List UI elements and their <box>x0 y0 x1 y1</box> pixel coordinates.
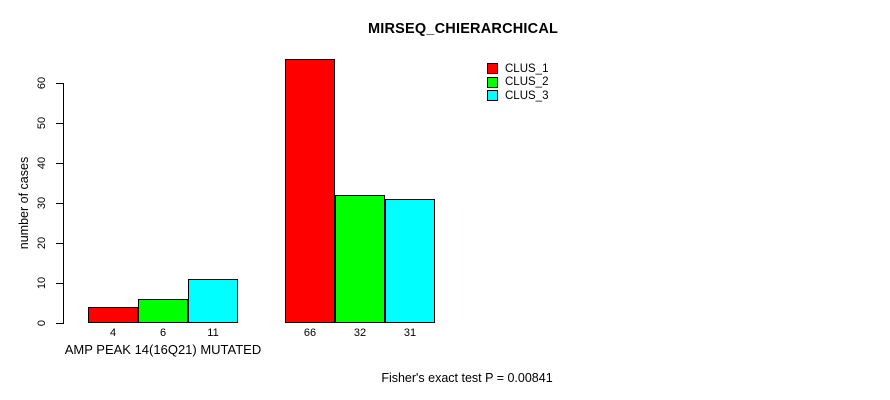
y-axis-tick <box>56 243 63 244</box>
legend-label: CLUS_1 <box>505 62 549 75</box>
y-axis-tick <box>56 83 63 84</box>
y-axis-tick-label: 10 <box>36 276 48 290</box>
y-axis-tick-label: 60 <box>36 76 48 90</box>
bar-clus-1-group2 <box>285 59 335 323</box>
legend-item: CLUS_3 <box>487 89 548 103</box>
y-axis-tick <box>56 203 63 204</box>
y-axis-tick <box>56 123 63 124</box>
y-axis-line <box>63 83 64 324</box>
bar-clus-2-group1 <box>138 299 188 323</box>
y-axis-tick <box>56 283 63 284</box>
legend-item: CLUS_1 <box>487 62 548 76</box>
y-axis-tick-label: 30 <box>36 196 48 210</box>
bar-clus-3-group2 <box>385 199 435 323</box>
bar-clus-2-group2 <box>335 195 385 323</box>
bar-value-label: 4 <box>109 327 117 339</box>
chart-title: MIRSEQ_CHIERARCHICAL <box>367 21 559 37</box>
bar-value-label: 11 <box>207 327 219 339</box>
bar-value-label: 32 <box>353 327 367 339</box>
legend-swatch-clus-3 <box>487 90 498 102</box>
y-axis-tick-label: 0 <box>36 319 48 327</box>
y-axis-label: number of cases <box>17 156 31 250</box>
legend-label: CLUS_2 <box>505 76 549 89</box>
bar-value-label: 31 <box>403 327 417 339</box>
legend-item: CLUS_2 <box>487 76 548 90</box>
y-axis-tick-label: 40 <box>36 156 48 170</box>
fisher-test-annotation: Fisher's exact test P = 0.00841 <box>381 371 553 385</box>
legend-swatch-clus-2 <box>487 76 498 88</box>
legend-swatch-clus-1 <box>487 63 498 75</box>
bar-clus-3-group1 <box>188 279 238 323</box>
y-axis-tick <box>56 163 63 164</box>
chart-legend: CLUS_1 CLUS_2 CLUS_3 <box>487 62 548 103</box>
category-label: AMP PEAK 14(16Q21) MUTATED <box>64 342 262 357</box>
y-axis-tick-label: 20 <box>36 236 48 250</box>
bar-clus-1-group1 <box>88 307 138 323</box>
bar-value-label: 66 <box>303 327 317 339</box>
legend-label: CLUS_3 <box>505 89 549 102</box>
y-axis-tick <box>56 323 63 324</box>
bar-value-label: 6 <box>159 327 167 339</box>
y-axis-tick-label: 50 <box>36 116 48 130</box>
